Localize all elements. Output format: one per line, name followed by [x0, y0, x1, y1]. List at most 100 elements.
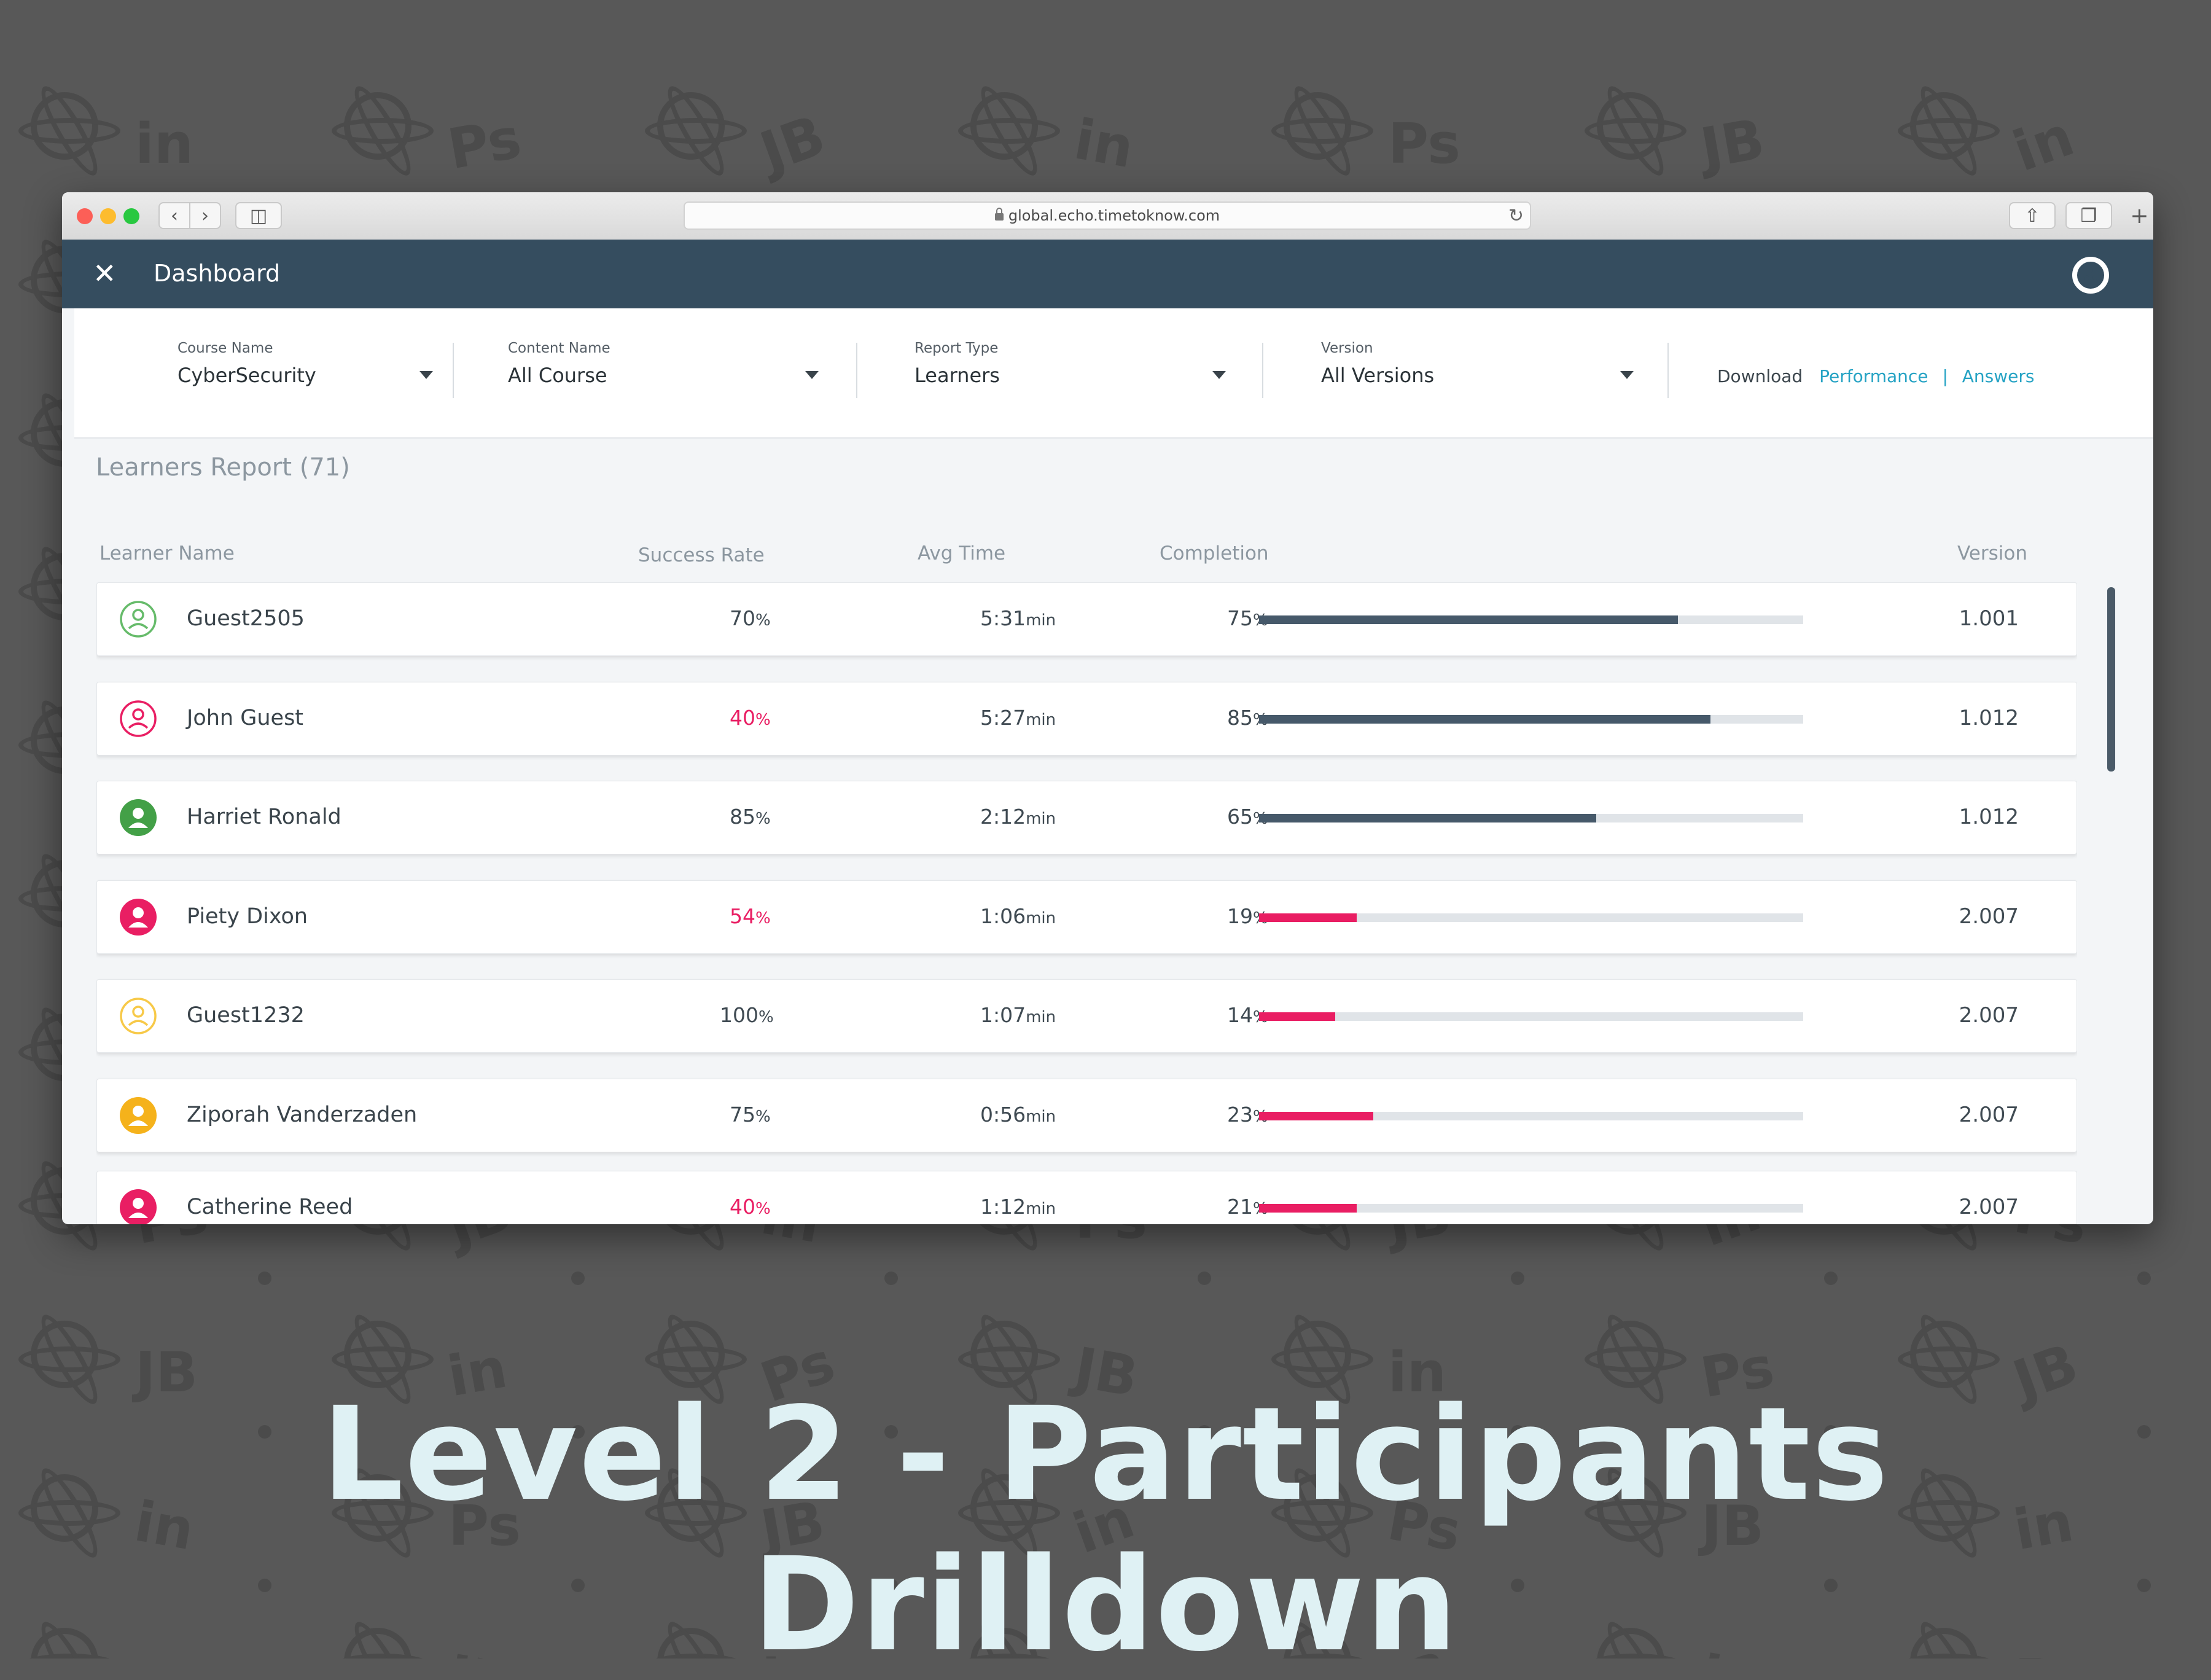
atom-icon: [645, 1321, 747, 1388]
atom-icon: [1585, 1474, 1687, 1542]
avatar: [119, 600, 157, 638]
completion-bar-fill: [1259, 615, 1679, 624]
table-row[interactable]: John Guest 40% 5:27min 85% 1.012: [96, 682, 2077, 756]
version-select[interactable]: Version All Versions: [1321, 340, 1665, 408]
close-window-button[interactable]: [77, 208, 93, 224]
pattern-dot: [258, 1425, 271, 1439]
download-answers-link[interactable]: Answers: [1962, 366, 2035, 386]
atom-icon: [958, 92, 1060, 160]
completion-bar-fill: [1259, 814, 1597, 822]
atom-icon: [18, 1321, 120, 1388]
version-value: 1.012: [1959, 805, 2019, 829]
pattern-glyph-icon: in: [135, 112, 193, 176]
completion-bar: [1259, 1204, 1803, 1213]
table-row[interactable]: Harriet Ronald 85% 2:12min 65% 1.012: [96, 781, 2077, 854]
sidebar-toggle-button[interactable]: ◫: [235, 202, 282, 229]
table-row[interactable]: Guest1232 100% 1:07min 14% 2.007: [96, 979, 2077, 1053]
browser-window: ‹ › ◫ global.echo.timetoknow.com ↻ ⇧ ❐ +…: [62, 192, 2153, 1224]
completion-bar: [1259, 913, 1803, 922]
pattern-dot: [1198, 1272, 1211, 1285]
report-type-label: Report Type: [914, 340, 999, 356]
completion-bar-fill: [1259, 715, 1711, 724]
pattern-dot: [1511, 1272, 1524, 1285]
table-row[interactable]: Guest2505 70% 5:31min 75% 1.001: [96, 582, 2077, 656]
atom-icon: [958, 1321, 1060, 1388]
success-rate: 75%: [730, 1103, 771, 1127]
completion-bar-fill: [1259, 1204, 1357, 1213]
share-button[interactable]: ⇧: [2009, 202, 2056, 229]
atom-icon: [1271, 1321, 1373, 1388]
forward-button[interactable]: ›: [189, 202, 221, 229]
content-name-select[interactable]: Content Name All Course: [508, 340, 852, 408]
chevron-down-icon: [1620, 371, 1634, 379]
filter-divider: [856, 343, 857, 398]
learner-name[interactable]: Ziporah Vanderzaden: [187, 1103, 418, 1127]
filter-divider: [453, 343, 454, 398]
version-value: 2.007: [1959, 1195, 2019, 1219]
learner-name[interactable]: Harriet Ronald: [187, 805, 341, 829]
version-value: 2.007: [1959, 1003, 2019, 1028]
download-links: Download Performance | Answers: [1717, 366, 2035, 386]
percent-unit: %: [755, 711, 771, 729]
pattern-glyph-icon: Ps: [1388, 112, 1460, 176]
pattern-glyph-icon: JB: [1701, 1494, 1765, 1558]
time-unit: min: [1026, 711, 1056, 729]
app-header: ✕ Dashboard: [62, 240, 2153, 308]
user-icon: [119, 700, 157, 740]
course-name-select[interactable]: Course Name CyberSecurity: [177, 340, 435, 408]
help-icon[interactable]: [2072, 257, 2109, 294]
atom-icon: [332, 1474, 434, 1542]
atom-icon: [1898, 1474, 2000, 1542]
back-button[interactable]: ‹: [158, 202, 190, 229]
scrollbar[interactable]: [2107, 587, 2115, 772]
minimize-window-button[interactable]: [100, 208, 116, 224]
table-row[interactable]: Catherine Reed 40% 1:12min 21% 2.007: [96, 1171, 2077, 1224]
address-bar[interactable]: global.echo.timetoknow.com ↻: [684, 201, 1531, 230]
report-type-select[interactable]: Report Type Learners: [914, 340, 1258, 408]
avg-time-value: 1:12: [980, 1195, 1026, 1219]
learner-name[interactable]: Guest1232: [187, 1003, 305, 1028]
success-rate: 70%: [730, 606, 771, 630]
table-row[interactable]: Piety Dixon 54% 1:06min 19% 2.007: [96, 880, 2077, 954]
download-separator: |: [1942, 366, 1948, 386]
table-row[interactable]: Ziporah Vanderzaden 75% 0:56min 23% 2.007: [96, 1079, 2077, 1152]
column-header-learner-name[interactable]: Learner Name: [99, 542, 235, 565]
zoom-window-button[interactable]: [123, 208, 139, 224]
reload-icon[interactable]: ↻: [1508, 205, 1524, 227]
pattern-dot: [1511, 1579, 1524, 1592]
pattern-dot: [258, 1579, 271, 1592]
column-header-success-rate[interactable]: Success Rate: [638, 544, 765, 566]
avg-time-value: 1:07: [980, 1003, 1026, 1027]
pattern-glyph-icon: in: [1388, 1340, 1446, 1405]
close-icon[interactable]: ✕: [93, 257, 117, 290]
new-tab-button[interactable]: +: [2126, 202, 2153, 229]
learner-name[interactable]: John Guest: [187, 706, 304, 730]
time-unit: min: [1026, 611, 1056, 630]
show-tabs-button[interactable]: ❐: [2065, 202, 2112, 229]
learner-name[interactable]: Piety Dixon: [187, 904, 308, 929]
pattern-glyph-icon: in: [1069, 107, 1139, 181]
completion-bar-fill: [1259, 913, 1357, 922]
download-performance-link[interactable]: Performance: [1819, 366, 1928, 386]
pattern-glyph-icon: Ps: [448, 1494, 521, 1558]
success-rate-value: 100: [720, 1003, 758, 1027]
learner-name[interactable]: Guest2505: [187, 606, 305, 631]
atom-icon: [332, 92, 434, 160]
version-value: All Versions: [1321, 364, 1435, 387]
column-header-version[interactable]: Version: [1957, 542, 2027, 565]
pattern-dot: [2137, 1425, 2151, 1439]
pattern-dot: [1824, 1579, 1838, 1592]
user-icon: [119, 799, 157, 839]
version-value: 2.007: [1959, 1103, 2019, 1127]
column-header-completion[interactable]: Completion: [1160, 542, 1269, 565]
chevron-down-icon: [805, 371, 819, 379]
column-header-avg-time[interactable]: Avg Time: [918, 542, 1006, 565]
user-icon: [119, 601, 157, 641]
learner-name[interactable]: Catherine Reed: [187, 1195, 353, 1219]
atom-icon: [1585, 1321, 1687, 1388]
version-value: 1.012: [1959, 706, 2019, 730]
avg-time: 5:31min: [980, 606, 1056, 630]
chevron-right-icon: ›: [201, 205, 209, 227]
course-name-value: CyberSecurity: [177, 364, 316, 387]
